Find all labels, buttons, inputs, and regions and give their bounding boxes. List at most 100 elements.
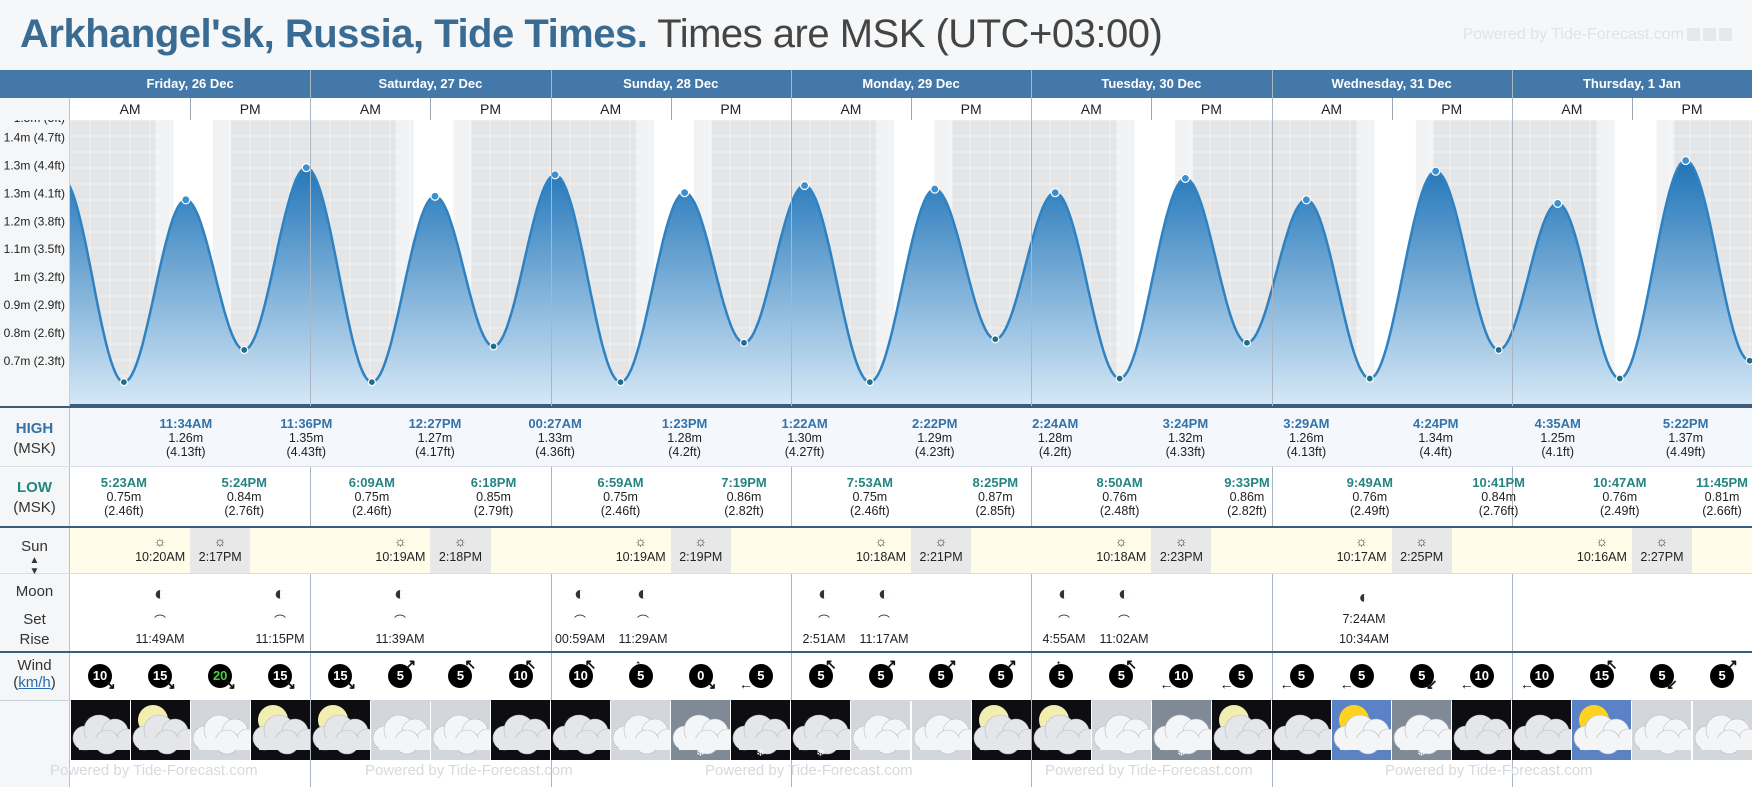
high-tide-point: [1431, 166, 1441, 176]
moonrise-time: 11:15PM: [255, 632, 305, 646]
wind-speed-badge: 20: [208, 664, 233, 688]
tide-height-m: 0.86m: [1229, 490, 1265, 504]
row-divider: [0, 651, 1752, 653]
tide-height-m: 1.29m: [917, 431, 953, 445]
night-cloudy-icon-graphic: [491, 700, 551, 760]
am-label: AM: [359, 101, 381, 117]
tide-height-m: 1.34m: [1418, 431, 1454, 445]
moon-rise-label: Rise: [19, 631, 50, 648]
low-tide-point: [489, 342, 498, 351]
tide-time: 1:22AM: [781, 416, 828, 431]
sunset-time: 2:23PM: [1159, 550, 1203, 564]
cloudy-icon-graphic: [1091, 700, 1151, 760]
sunrise-cell: ☼ 10:17AM: [1332, 532, 1392, 564]
arrow-southeast-icon: ↘: [284, 676, 296, 692]
am-label: AM: [1561, 101, 1583, 117]
sunrise-time: 10:18AM: [855, 550, 907, 564]
tide-time: 9:49AM: [1346, 475, 1393, 490]
low-tide-cell: 7:53AM 0.75m (2.46ft): [825, 475, 915, 518]
high-tide-point: [930, 184, 940, 194]
moonrise-time: 4:55AM: [1042, 632, 1086, 646]
tide-height-ft: (4.36ft): [535, 445, 575, 459]
high-tide-cell: 1:23PM 1.28m (4.2ft): [640, 416, 730, 459]
moonrise-time: 2:51AM: [802, 632, 846, 646]
low-tide-cell: 11:45PM 0.81m (2.66ft): [1677, 475, 1752, 518]
wind-speed-badge: 5: [628, 664, 653, 688]
tide-height-m: 0.75m: [852, 490, 888, 504]
sunrise-cell: ☼ 10:19AM: [611, 532, 671, 564]
high-label: HIGH (MSK): [13, 420, 56, 457]
low-tide-point: [1745, 356, 1752, 365]
page-title: Arkhangel'sk, Russia, Tide Times. Times …: [20, 12, 1163, 57]
sunset-time: 2:25PM: [1400, 550, 1444, 564]
wind-speed-badge: 10: [1469, 664, 1494, 688]
wind-speed-badge: 5: [1109, 664, 1134, 688]
tide-height-m: 0.84m: [1481, 490, 1516, 504]
sunset-icon: ☼: [694, 533, 708, 549]
ampm-divider: [1391, 98, 1393, 120]
tide-height-ft: (2.49ft): [1599, 504, 1640, 518]
tide-height-ft: (2.79ft): [473, 504, 514, 518]
sunset-cell-content: ☼ 2:19PM: [671, 532, 731, 564]
sun-label: Sun: [21, 538, 48, 555]
high-tide-cell: 11:36PM 1.35m (4.43ft): [261, 416, 351, 459]
low-tide-cell: 5:24PM 0.84m (2.76ft): [199, 475, 289, 518]
sun-toggle-icon[interactable]: ▲ ▼: [29, 555, 40, 577]
ampm-divider: [430, 98, 432, 120]
cloudy-icon-graphic: [851, 700, 911, 760]
am-label: AM: [1321, 101, 1343, 117]
wind-speed-badge: 15: [1589, 664, 1614, 688]
sunset-icon: ☼: [1174, 533, 1188, 549]
moon-phase-icon: ◐: [393, 583, 407, 605]
sunrise-icon: ☼: [874, 533, 888, 549]
tide-time: 9:33PM: [1224, 475, 1270, 490]
tide-height-ft: (4.4ft): [1419, 445, 1453, 459]
night-partly-cloudy-icon: [971, 700, 1031, 760]
night-partly-cloudy-icon-graphic: [310, 700, 370, 760]
tide-height-m: 0.75m: [106, 490, 142, 504]
y-tick-label: 0.8m (2.6ft): [4, 326, 65, 340]
pm-label: PM: [1200, 101, 1222, 117]
sunset-icon: ☼: [1415, 533, 1429, 549]
night-cloudy-icon-graphic: [551, 700, 611, 760]
sunrise-cell: ☼ 10:18AM: [1091, 532, 1151, 564]
high-tide-point: [1553, 198, 1563, 208]
night-cloudy-icon: [551, 700, 611, 760]
sunset-icon: ☼: [1655, 533, 1669, 549]
pm-label: PM: [1441, 101, 1463, 117]
arrow-west-icon: ←: [1159, 676, 1174, 692]
snow-icon-graphic: ❄: [671, 700, 731, 760]
high-tide-cell: 5:22PM 1.37m (4.49ft): [1641, 416, 1731, 459]
sunrise-icon: ☼: [153, 533, 167, 549]
tide-time: 5:24PM: [221, 475, 267, 490]
page-header: Arkhangel'sk, Russia, Tide Times. Times …: [0, 0, 1752, 71]
low-label: LOW (MSK): [13, 479, 56, 516]
night-partly-cloudy-icon: [130, 700, 190, 760]
low-tide-cell: 6:59AM 0.75m (2.46ft): [576, 475, 666, 518]
wind-unit-link[interactable]: km/h: [18, 674, 51, 691]
footer-watermark: Powered by Tide-Forecast.com: [1045, 762, 1253, 779]
high-tide-point: [1050, 188, 1060, 198]
y-tick-label: 1.3m (4.1ft): [4, 186, 65, 200]
tide-time: 3:29AM: [1283, 416, 1330, 431]
cloudy-icon-graphic: [190, 700, 250, 760]
moonrise-icon: ⌒: [877, 614, 890, 628]
cloudy-icon-graphic: [1692, 700, 1752, 760]
cloudy-icon: [430, 700, 490, 760]
moonrise-time: 11:39AM: [375, 632, 425, 646]
night-partly-cloudy-icon: [1031, 700, 1091, 760]
wind-speed-badge: 10: [1169, 664, 1194, 688]
tide-height-m: 0.87m: [977, 490, 1013, 504]
moonrise-icon: ⌒: [636, 614, 649, 628]
snow-icon: ❄: [671, 700, 731, 760]
low-tide-cell: 9:49AM 0.76m (2.49ft): [1325, 475, 1415, 518]
low-tide-point: [865, 378, 874, 387]
low-tide-cell: 7:19PM 0.86m (2.82ft): [699, 475, 789, 518]
tide-time: 5:23AM: [100, 475, 148, 490]
cloudy-icon-graphic: [430, 700, 490, 760]
day-partly-sunny-icon-graphic: [1572, 700, 1632, 760]
high-tide-cell: 2:24AM 1.28m (4.2ft): [1010, 416, 1100, 459]
tide-time: 6:59AM: [597, 475, 644, 490]
night-snow-icon-graphic: ❄: [791, 700, 851, 760]
night-snow-icon: ❄: [731, 700, 791, 760]
